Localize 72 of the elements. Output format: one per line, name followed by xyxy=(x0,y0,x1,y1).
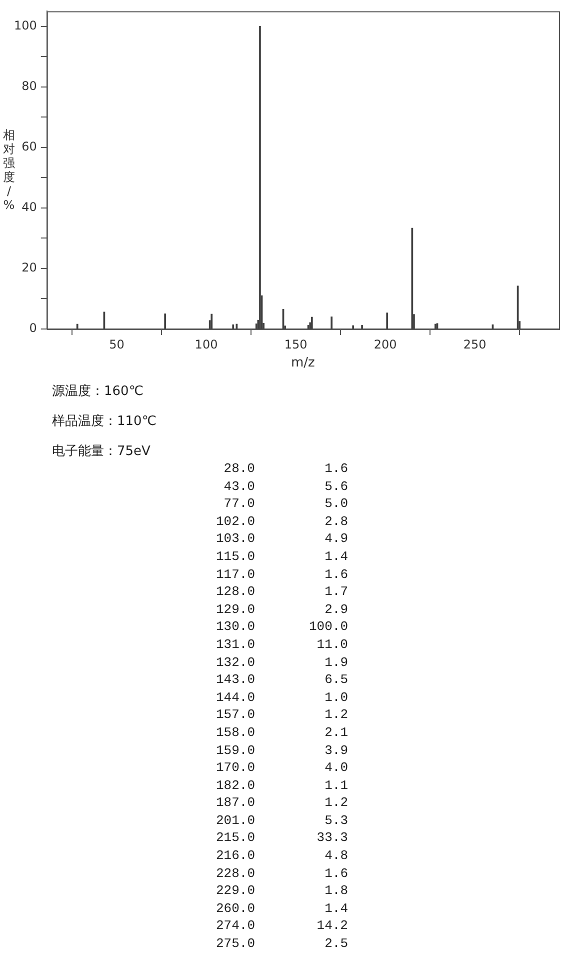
text: 43.0 xyxy=(222,478,255,496)
x-tick-label: 200 xyxy=(374,337,397,352)
text: 187.0 xyxy=(214,794,255,812)
y-tick-label: 40 xyxy=(22,200,37,214)
text: 1.4 xyxy=(324,548,348,566)
text: 1.6 xyxy=(324,460,348,478)
text: 157.0 xyxy=(214,706,255,724)
text: 4.8 xyxy=(324,847,348,865)
text: 103.0 xyxy=(214,530,255,548)
y-tick-label: 20 xyxy=(22,260,37,275)
text: 100.0 xyxy=(308,618,348,636)
text: 1.2 xyxy=(324,706,348,724)
text: 5.6 xyxy=(324,478,348,496)
text: 1.7 xyxy=(324,583,348,601)
text: 274.0 xyxy=(214,917,255,936)
x-axis-title: m/z xyxy=(291,356,316,371)
y-tick-label: 100 xyxy=(14,18,37,32)
text: 1.1 xyxy=(324,776,348,794)
text: 102.0 xyxy=(214,512,255,530)
y-tick-label: 0 xyxy=(29,321,37,336)
y-tick-label: 80 xyxy=(22,78,37,93)
text: 128.0 xyxy=(214,583,255,601)
text: 229.0 xyxy=(214,882,255,900)
text: 11.0 xyxy=(316,636,348,654)
text: 158.0 xyxy=(214,724,255,742)
text: 1.0 xyxy=(324,688,348,706)
text: 样品温度：110℃ xyxy=(52,413,156,431)
text: 电子能量：75eV xyxy=(52,443,152,461)
text: 1.2 xyxy=(324,794,348,812)
text: 3.9 xyxy=(324,742,348,760)
text: 131.0 xyxy=(214,636,255,654)
text: 129.0 xyxy=(214,600,255,618)
text: 2.5 xyxy=(324,935,348,953)
text: 6.5 xyxy=(324,671,348,689)
text: 143.0 xyxy=(214,671,255,689)
text: 260.0 xyxy=(214,900,255,918)
x-tick-label: 100 xyxy=(194,337,218,352)
text: 4.9 xyxy=(324,530,348,548)
text: 130.0 xyxy=(214,618,255,636)
text: 182.0 xyxy=(214,776,255,794)
text: 5.0 xyxy=(324,495,348,513)
text: 14.2 xyxy=(316,917,348,936)
text: 159.0 xyxy=(214,742,255,760)
text: 117.0 xyxy=(214,566,255,584)
text: 216.0 xyxy=(214,847,255,865)
x-tick-label: 250 xyxy=(463,337,486,352)
text: 1.6 xyxy=(324,864,348,882)
text: 228.0 xyxy=(214,864,255,882)
text: 144.0 xyxy=(214,688,255,706)
text: 215.0 xyxy=(214,829,255,848)
text: 2.1 xyxy=(324,724,348,742)
text: 4.0 xyxy=(324,759,348,777)
x-tick-label: 150 xyxy=(284,337,308,352)
text: 28.0 xyxy=(222,460,255,478)
text: 275.0 xyxy=(214,935,255,953)
y-tick-label: 60 xyxy=(22,140,37,154)
text: 1.4 xyxy=(324,900,348,918)
text: 33.3 xyxy=(316,829,348,848)
text: 1.8 xyxy=(324,882,348,900)
x-tick-label: 50 xyxy=(109,337,124,352)
text: 132.0 xyxy=(214,654,255,672)
text: 1.6 xyxy=(324,566,348,584)
text: 2.8 xyxy=(324,512,348,530)
text: 1.9 xyxy=(324,654,348,672)
text: 2.9 xyxy=(324,600,348,618)
y-axis-title: 相对强度/% xyxy=(2,128,16,212)
text: 170.0 xyxy=(214,759,255,777)
text: 77.0 xyxy=(222,495,255,513)
text: 201.0 xyxy=(214,812,255,830)
text: 源温度：160℃ xyxy=(52,383,144,401)
text: 5.3 xyxy=(324,812,348,830)
text: 115.0 xyxy=(214,548,255,566)
